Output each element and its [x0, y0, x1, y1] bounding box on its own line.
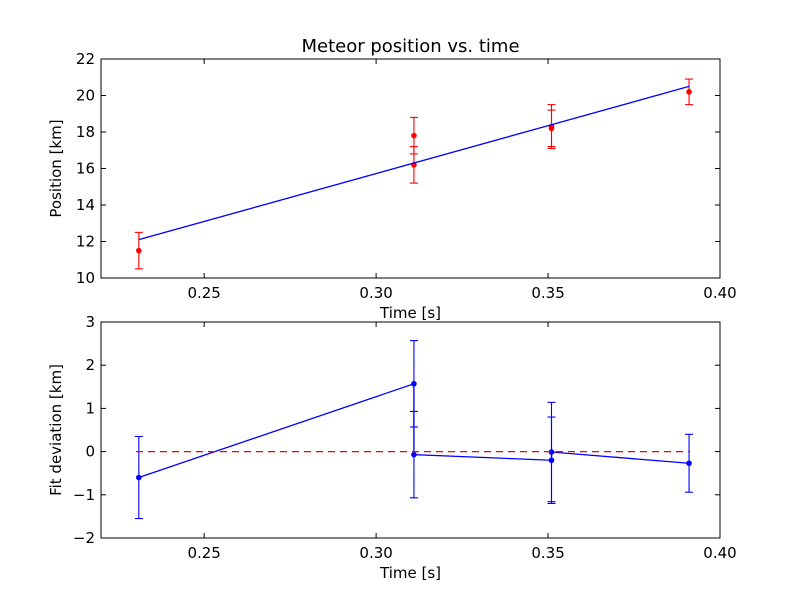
- position-y-tick-label: 12: [76, 233, 95, 251]
- deviation-x-tick-label: 0.40: [703, 544, 736, 562]
- deviation-y-tick-label: 0: [85, 443, 95, 461]
- position-data-point: [686, 89, 692, 95]
- deviation-data-point: [686, 460, 692, 467]
- position-y-tick-label: 10: [76, 269, 95, 287]
- deviation-y-tick-label: −2: [73, 529, 95, 547]
- deviation-y-tick-label: 3: [85, 313, 95, 331]
- deviation-data-point: [411, 451, 417, 458]
- deviation-axes-frame: [100, 321, 721, 539]
- position-x-axis-label: Time [s]: [379, 304, 441, 322]
- position-fit-line: [138, 85, 690, 241]
- deviation-x-tick-label: 0.30: [359, 544, 392, 562]
- position-axes-frame: [100, 58, 721, 279]
- position-y-axis-label: Position [km]: [47, 119, 65, 217]
- deviation-data-point: [411, 380, 417, 387]
- deviation-panel: 0.25 0.30 0.35 0.40 −2 −1 0 1 2 3 Time [s] Fit devi…: [47, 313, 737, 582]
- position-x-tick-label: 0.25: [187, 284, 220, 302]
- deviation-y-tick-label: −1: [73, 486, 95, 504]
- position-y-tick-label: 18: [76, 123, 95, 141]
- deviation-x-tick-label: 0.25: [187, 544, 220, 562]
- position-chart-title: Meteor position vs. time: [301, 36, 519, 57]
- deviation-deviation-line: [138, 382, 690, 479]
- position-y-tick-label: 20: [76, 87, 95, 105]
- deviation-x-axis-label: Time [s]: [379, 564, 441, 582]
- position-y-tick-label: 22: [76, 50, 95, 68]
- position-panel: 0.25 0.30 0.35 0.40 10 12 14 16 18 20 22 Time [s] Po…: [47, 36, 737, 322]
- deviation-y-axis-label: Fit deviation [km]: [47, 364, 65, 496]
- deviation-y-tick-label: 2: [85, 356, 95, 374]
- deviation-x-tick-label: 0.35: [531, 544, 564, 562]
- deviation-data-point: [136, 474, 142, 481]
- deviation-y-tick-label: 1: [85, 399, 95, 417]
- position-data-point: [136, 247, 142, 254]
- position-x-tick-label: 0.30: [359, 284, 392, 302]
- position-y-tick-label: 16: [76, 160, 95, 178]
- position-y-tick-label: 14: [76, 196, 95, 214]
- position-x-tick-label: 0.40: [703, 284, 736, 302]
- position-x-tick-label: 0.35: [531, 284, 564, 302]
- position-data-point: [411, 132, 417, 139]
